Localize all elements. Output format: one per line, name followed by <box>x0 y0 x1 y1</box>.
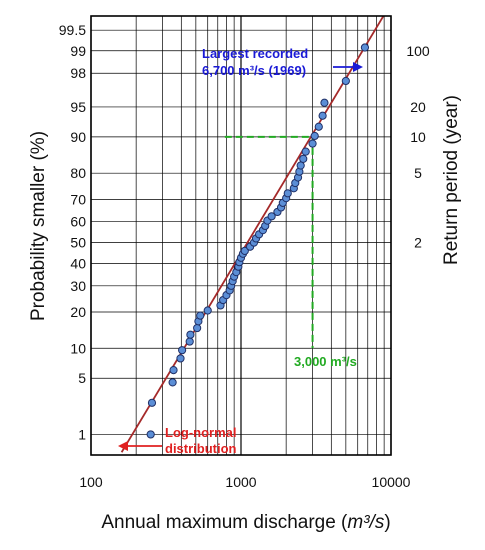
threshold-label: 3,000 m³/s <box>294 354 357 369</box>
data-point <box>193 323 202 333</box>
data-point <box>318 111 327 120</box>
data-point <box>169 366 178 375</box>
largest-arrow-head <box>353 62 363 72</box>
y-axis-title: Probability smaller (%) <box>28 131 49 321</box>
y2-tick-labels: 2 5 10 20 100 <box>406 43 430 251</box>
x-axis-title-plain: Annual maximum discharge ( <box>101 512 348 533</box>
fit-line-group <box>120 15 385 453</box>
plot-border <box>90 15 392 456</box>
y-tick-label: 99 <box>70 43 86 59</box>
data-point <box>240 246 249 255</box>
data-point <box>146 430 155 439</box>
y-tick-label: 50 <box>70 235 86 251</box>
data-point <box>185 337 194 346</box>
largest-recorded-label: Largest recorded <box>202 46 308 61</box>
lognormal-label-line2: distribution <box>165 441 237 456</box>
y-tick-label: 70 <box>70 191 86 207</box>
lognormal-arrow-head <box>118 441 128 451</box>
data-point <box>296 161 305 170</box>
data-point <box>168 378 177 387</box>
data-point <box>186 330 195 339</box>
data-point <box>196 311 205 320</box>
y-tick-label: 10 <box>70 340 86 356</box>
y-tick-label: 1 <box>78 426 86 442</box>
y-tick-label: 90 <box>70 129 86 145</box>
y-tick-label: 40 <box>70 255 86 271</box>
data-point <box>147 398 157 407</box>
y2-tick-label: 100 <box>406 43 430 59</box>
fit-line <box>120 15 385 453</box>
y2-tick-label: 2 <box>414 235 422 251</box>
y-tick-label: 80 <box>70 165 86 181</box>
x-axis-title-close: ) <box>384 512 390 533</box>
grid-lines <box>90 16 392 455</box>
data-point <box>176 354 185 363</box>
y-tick-label: 98 <box>70 65 86 81</box>
y-tick-label: 30 <box>70 278 86 294</box>
largest-recorded-value: 6,700 m³/s (1969) <box>202 63 306 78</box>
data-points <box>146 43 370 439</box>
y2-axis-title: Return period (year) <box>441 95 462 265</box>
data-point <box>267 212 276 221</box>
y2-tick-label: 20 <box>410 99 426 115</box>
y-tick-label: 95 <box>70 99 86 115</box>
data-point <box>310 131 319 141</box>
data-point <box>203 306 212 315</box>
reference-lines <box>224 135 314 349</box>
y-tick-label: 99.5 <box>59 22 86 38</box>
x-axis-title-unit: m³/s <box>347 512 384 533</box>
data-point <box>178 346 187 355</box>
y-tick-label: 5 <box>78 370 86 386</box>
y2-tick-label: 10 <box>410 129 426 145</box>
x-tick-labels: 100 1000 10000 <box>79 474 410 490</box>
data-point <box>360 43 370 52</box>
annotations: Largest recorded 6,700 m³/s (1969) 3,000 m… <box>118 46 363 456</box>
data-point <box>308 139 317 148</box>
data-point <box>283 189 292 198</box>
x-tick-label: 10000 <box>372 474 411 490</box>
data-point <box>301 147 310 156</box>
data-point <box>314 122 323 131</box>
data-point <box>299 154 308 163</box>
x-tick-label: 100 <box>79 474 103 490</box>
x-tick-label: 1000 <box>225 474 256 490</box>
data-point <box>341 76 350 86</box>
y-tick-label: 20 <box>70 304 86 320</box>
y-tick-label: 60 <box>70 214 86 230</box>
data-point <box>320 98 329 107</box>
x-axis-title: Annual maximum discharge (m³/s) <box>101 512 390 533</box>
lognormal-label-line1: Log-normal <box>165 425 237 440</box>
y-tick-labels: 1 5 10 20 30 40 50 60 70 80 90 95 98 99 99.5 <box>59 22 86 442</box>
plot-frame <box>90 15 392 456</box>
y2-tick-label: 5 <box>414 165 422 181</box>
